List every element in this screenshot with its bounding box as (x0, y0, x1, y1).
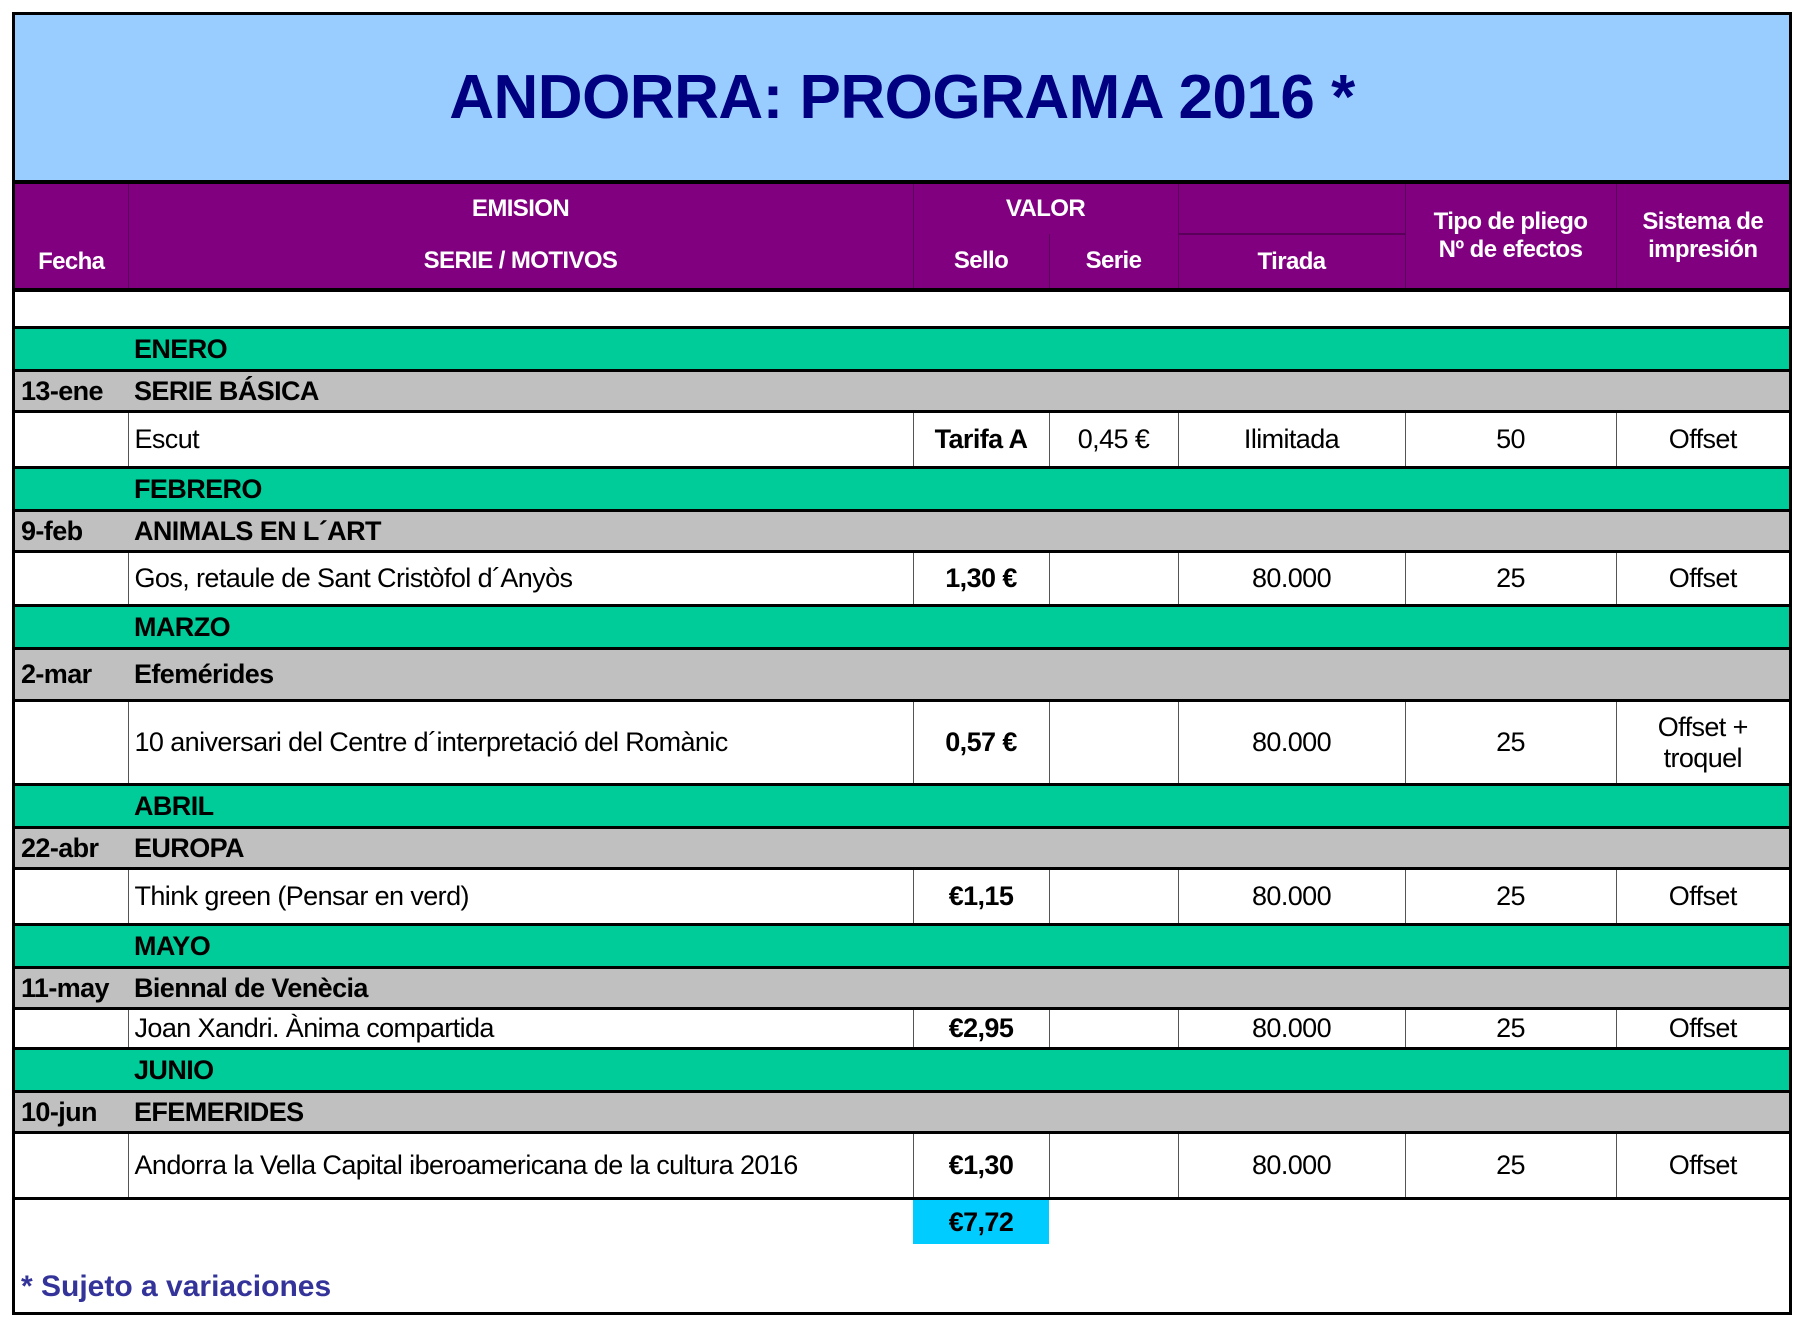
series-row: 11-may Biennal de Venècia (15, 967, 1789, 1010)
stamp-value: €1,15 (912, 868, 1049, 926)
series-name: EFEMERIDES (128, 1091, 1789, 1134)
series-row: 10-jun EFEMERIDES (15, 1091, 1789, 1134)
issue-date: 11-may (15, 967, 128, 1010)
printing-system: Offset (1615, 411, 1789, 469)
series-row: 2-mar Efemérides (15, 648, 1789, 702)
stamp-value: €1,30 (912, 1132, 1049, 1200)
header-serie: Serie (1048, 234, 1179, 290)
month-label: JUNIO (128, 1048, 1789, 1093)
motif: Joan Xandri. Ànima compartida (127, 1008, 913, 1050)
header-row-2: SERIE / MOTIVOS Sello Serie Tirada (15, 234, 1789, 290)
series-name: Biennal de Venècia (128, 967, 1789, 1010)
header-row-1: Fecha EMISION VALOR Tipo de pliego Nº de … (15, 184, 1789, 290)
issue-date: 22-abr (15, 827, 128, 870)
header-tirada: Tirada (1177, 234, 1406, 290)
series-value (1048, 551, 1178, 607)
header-tipo-pliego: Tipo de pliego Nº de efectos (1404, 184, 1617, 290)
spacer-row (15, 288, 1789, 329)
header-sistema-impresion: Sistema de impresión (1615, 184, 1789, 290)
header-serie-motivos: SERIE / MOTIVOS (127, 234, 913, 290)
effects-count: 25 (1404, 700, 1616, 786)
stamp-row: Escut Tarifa A 0,45 € Ilimitada 50 Offse… (15, 411, 1789, 469)
header-valor: VALOR (912, 184, 1179, 234)
month-row: MARZO (15, 605, 1789, 650)
issue-date: 10-jun (15, 1091, 128, 1134)
motif: Think green (Pensar en verd) (127, 868, 913, 926)
programme-body: ENERO 13-ene SERIE BÁSICA Escut Tarifa A … (15, 329, 1789, 1244)
printing-system: Offset (1615, 551, 1789, 607)
motif: Escut (127, 411, 913, 469)
month-label: MAYO (128, 924, 1789, 969)
series-row: 9-feb ANIMALS EN L´ART (15, 510, 1789, 553)
month-row: ABRIL (15, 784, 1789, 829)
month-row: MAYO (15, 924, 1789, 969)
motif: Gos, retaule de Sant Cristòfol d´Anyòs (127, 551, 913, 607)
effects-count: 50 (1404, 411, 1616, 469)
print-run: 80.000 (1177, 868, 1405, 926)
page-title: ANDORRA: PROGRAMA 2016 * (449, 63, 1355, 132)
series-value (1048, 1132, 1178, 1200)
effects-count: 25 (1404, 868, 1616, 926)
print-run: 80.000 (1177, 551, 1405, 607)
month-label: MARZO (128, 605, 1789, 650)
series-row: 13-ene SERIE BÁSICA (15, 370, 1789, 413)
print-run: 80.000 (1177, 1008, 1405, 1050)
stamp-programme-table: Fecha EMISION VALOR Tipo de pliego Nº de … (15, 184, 1789, 329)
month-row: JUNIO (15, 1048, 1789, 1093)
print-run: 80.000 (1177, 1132, 1405, 1200)
header-fecha: Fecha (15, 184, 128, 290)
month-row: ENERO (15, 329, 1789, 372)
stamp-value: 1,30 € (912, 551, 1049, 607)
series-name: ANIMALS EN L´ART (128, 510, 1789, 553)
series-value (1048, 700, 1178, 786)
motif: 10 aniversari del Centre d´interpretació… (127, 700, 913, 786)
stamp-value: 0,57 € (912, 700, 1049, 786)
series-name: SERIE BÁSICA (128, 370, 1789, 413)
series-name: Efemérides (128, 648, 1789, 702)
programme-sheet: ANDORRA: PROGRAMA 2016 * Fecha EMISION V… (12, 12, 1792, 1315)
footnote: * Sujeto a variaciones (21, 1270, 332, 1303)
series-value (1048, 1008, 1178, 1050)
effects-count: 25 (1404, 1008, 1616, 1050)
stamp-row: Think green (Pensar en verd) €1,15 80.00… (15, 868, 1789, 926)
month-label: ENERO (128, 329, 1789, 372)
header-emision: EMISION (127, 184, 913, 234)
stamp-row: Joan Xandri. Ànima compartida €2,95 80.0… (15, 1008, 1789, 1050)
printing-system: Offset (1615, 1008, 1789, 1050)
header-sello: Sello (912, 234, 1049, 290)
issue-date: 13-ene (15, 370, 128, 413)
issue-date: 9-feb (15, 510, 128, 553)
stamp-row: Gos, retaule de Sant Cristòfol d´Anyòs 1… (15, 551, 1789, 607)
effects-count: 25 (1404, 1132, 1616, 1200)
total-value: €7,72 (913, 1197, 1049, 1244)
series-row: 22-abr EUROPA (15, 827, 1789, 870)
stamp-row: 10 aniversari del Centre d´interpretació… (15, 700, 1789, 786)
month-row: FEBRERO (15, 467, 1789, 512)
month-label: ABRIL (128, 784, 1789, 829)
printing-system: Offset (1615, 868, 1789, 926)
print-run: Ilimitada (1177, 411, 1405, 469)
issue-date: 2-mar (15, 648, 128, 702)
print-run: 80.000 (1177, 700, 1405, 786)
stamp-value: €2,95 (912, 1008, 1049, 1050)
series-value: 0,45 € (1048, 411, 1178, 469)
month-label: FEBRERO (128, 467, 1789, 512)
printing-system: Offset (1615, 1132, 1789, 1200)
series-name: EUROPA (128, 827, 1789, 870)
motif: Andorra la Vella Capital iberoamericana … (127, 1132, 913, 1200)
stamp-value: Tarifa A (912, 411, 1049, 469)
printing-system: Offset + troquel (1615, 700, 1789, 786)
title-banner: ANDORRA: PROGRAMA 2016 * (15, 15, 1789, 184)
effects-count: 25 (1404, 551, 1616, 607)
stamp-row: Andorra la Vella Capital iberoamericana … (15, 1132, 1789, 1200)
total-row: €7,72 (15, 1197, 1789, 1244)
series-value (1048, 868, 1178, 926)
